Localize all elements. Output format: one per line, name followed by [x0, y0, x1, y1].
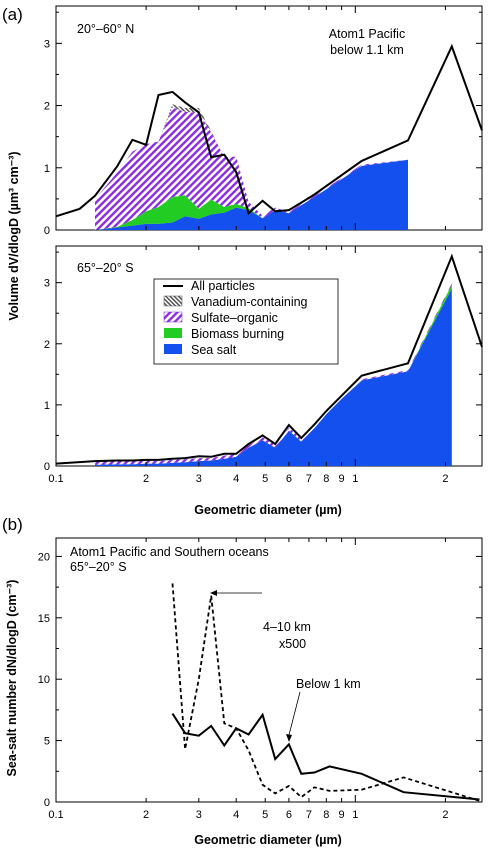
y-tick-label: 5 [44, 736, 50, 748]
panel-label-a: (a) [2, 5, 23, 24]
y-tick-label: 3 [44, 38, 50, 50]
legend: All particles Vanadium-containing Sulfat… [153, 278, 339, 365]
x-tick-label: 1 [352, 809, 358, 821]
y-tick-label: 0 [44, 461, 50, 473]
y-tick-label: 20 [38, 551, 50, 563]
y-tick-label: 1 [44, 400, 50, 412]
x-axis-title-b: Geometric diameter (µm) [194, 833, 342, 847]
y-tick-label: 10 [38, 674, 50, 686]
x-tick-label: 7 [306, 809, 312, 821]
x-tick-label: 8 [323, 809, 329, 821]
y-tick-label: 3 [44, 278, 50, 290]
y-axis-title-b: Sea-salt number dN/dlogD (cm⁻³) [5, 580, 19, 777]
line-all-particles [55, 253, 483, 465]
line-below-1-km [171, 712, 480, 801]
legend-label-all-particles: All particles [191, 279, 255, 293]
axes: 0 1 2 3 [44, 6, 482, 237]
label-below-1-km: Below 1 km [296, 677, 361, 691]
axes: 0 5 10 15 20 0.1 2 3 4 5 6 7 8 9 1 2 [38, 538, 482, 821]
y-axis-title-a: Volume dV/dlogD (µm³ cm⁻³) [7, 151, 21, 320]
region-label: 20°–60° N [77, 22, 134, 36]
x-axis-title-a: Geometric diameter (µm) [194, 503, 342, 517]
x-tick-label: 3 [196, 473, 202, 485]
stacked-areas [95, 104, 408, 230]
annotation-line-1: Atom1 Pacific and Southern oceans [70, 545, 269, 559]
label-x500: x500 [279, 637, 306, 651]
data-lines [55, 43, 483, 218]
data-lines [171, 583, 480, 802]
panel-label-b: (b) [2, 515, 23, 534]
x-tick-label: 3 [196, 809, 202, 821]
x-tick-label: 7 [306, 473, 312, 485]
x-tick-label: 2 [442, 809, 448, 821]
y-tick-label: 15 [38, 613, 50, 625]
x-tick-label: 6 [286, 809, 292, 821]
x-tick-label: 6 [286, 473, 292, 485]
y-tick-label: 1 [44, 163, 50, 175]
annotation-line-2: 65°–20° S [70, 560, 127, 574]
area-sea-salt [95, 159, 408, 230]
legend-swatch-biomass-burning [164, 328, 182, 338]
x-tick-label: 1 [352, 473, 358, 485]
x-tick-label: 0.1 [48, 473, 63, 485]
area-sea-salt [95, 288, 452, 466]
legend-label-sea-salt: Sea salt [191, 343, 237, 357]
line-all-particles [55, 43, 483, 218]
legend-swatch-vanadium [163, 295, 183, 307]
arrowhead-upper [210, 590, 217, 596]
y-tick-label: 0 [44, 797, 50, 809]
area-biomass-burning [95, 159, 408, 230]
legend-label-biomass-burning: Biomass burning [191, 327, 284, 341]
x-tick-label: 2 [143, 473, 149, 485]
x-tick-label: 4 [233, 473, 239, 485]
legend-swatch-sulfate-organic [163, 311, 183, 323]
annotation-line-2: below 1.1 km [330, 43, 404, 57]
y-tick-label: 2 [44, 339, 50, 351]
area-sulfate-organic [95, 107, 408, 230]
x-tick-label: 8 [323, 473, 329, 485]
x-tick-label: 2 [143, 809, 149, 821]
stacked-areas [95, 283, 452, 466]
legend-label-vanadium: Vanadium-containing [191, 295, 308, 309]
label-4-10-km: 4–10 km [263, 620, 311, 634]
y-tick-label: 0 [44, 225, 50, 237]
arrowhead-lower [286, 734, 292, 742]
x-tick-label: 9 [339, 473, 345, 485]
chart-panel-b: 0 5 10 15 20 0.1 2 3 4 5 6 7 8 9 1 2 Atom1 Pacific and … [38, 537, 483, 821]
arrow-lower-label [288, 691, 301, 736]
x-tick-label: 5 [262, 809, 268, 821]
data-lines [55, 253, 483, 465]
chart-panel-a-top: 0 1 2 3 20°–60° N Atom1 Pacific below 1.1 k… [44, 5, 483, 237]
legend-box [153, 278, 339, 365]
x-tick-label: 5 [262, 473, 268, 485]
legend-swatch-sea-salt [164, 344, 182, 354]
x-tick-label: 9 [339, 809, 345, 821]
x-tick-label: 4 [233, 809, 239, 821]
x-tick-label: 0.1 [48, 809, 63, 821]
legend-label-sulfate-organic: Sulfate–organic [191, 311, 278, 325]
x-tick-label: 2 [442, 473, 448, 485]
y-tick-label: 2 [44, 101, 50, 113]
annotation-line-1: Atom1 Pacific [329, 27, 405, 41]
region-label: 65°–20° S [77, 261, 134, 275]
plot-frame [55, 537, 483, 803]
line-4-10-km [171, 583, 480, 802]
